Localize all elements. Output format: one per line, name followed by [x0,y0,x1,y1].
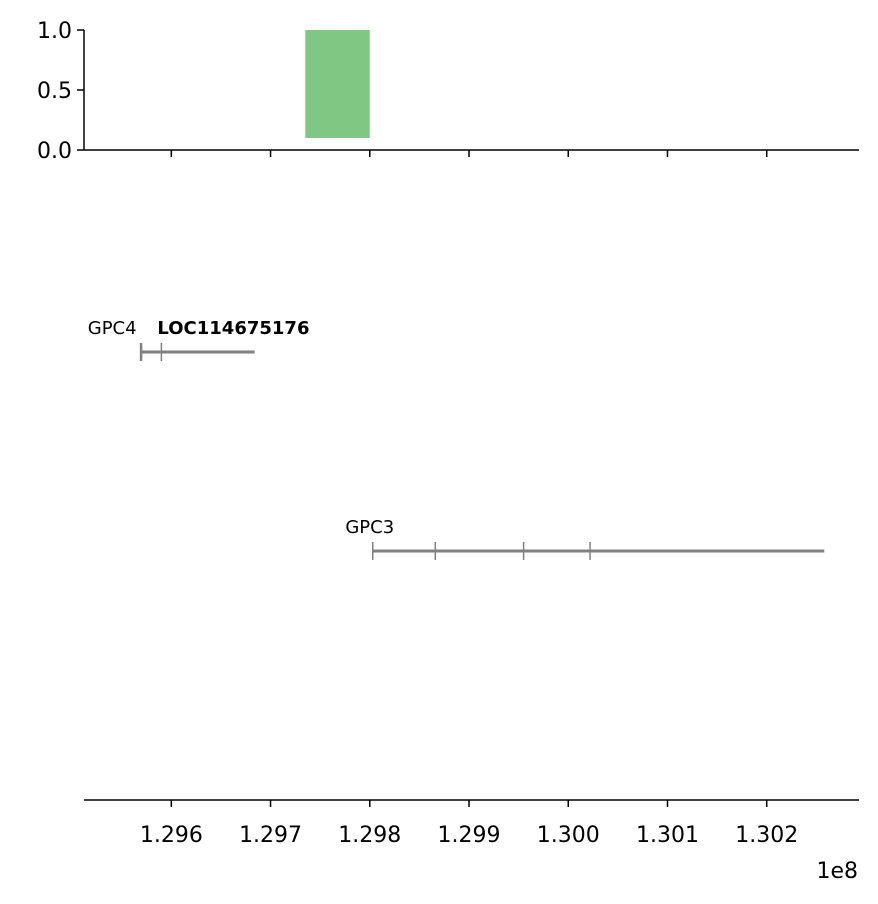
gene-label: GPC4 [88,318,137,339]
x-tick-label: 1.299 [438,823,501,848]
x-tick-label: 1.298 [338,823,401,848]
y-tick-label: 0.5 [37,79,72,104]
gene-label: GPC3 [345,517,394,538]
gene-gpc4: GPC4 [88,318,255,361]
x-offset-label: 1e8 [816,859,858,884]
y-tick-label: 0.0 [37,139,72,164]
coverage-panel: 0.0 0.5 1.0 [37,19,859,164]
x-tick-label: 1.300 [537,823,600,848]
coverage-bar-0 [305,30,370,138]
gene-loc114675176: LOC114675176 [157,318,309,354]
gene-track-panel: GPC4 LOC114675176 GPC3 1.296 1.297 1.298 1.29… [84,318,859,884]
x-tick-label: 1.297 [239,823,302,848]
x-tick-label: 1.302 [735,823,798,848]
x-tick-label: 1.296 [140,823,203,848]
gene-label: LOC114675176 [157,318,309,339]
gene-gpc3: GPC3 [345,517,825,560]
x-tick-label: 1.301 [636,823,699,848]
y-tick-label: 1.0 [37,19,72,44]
